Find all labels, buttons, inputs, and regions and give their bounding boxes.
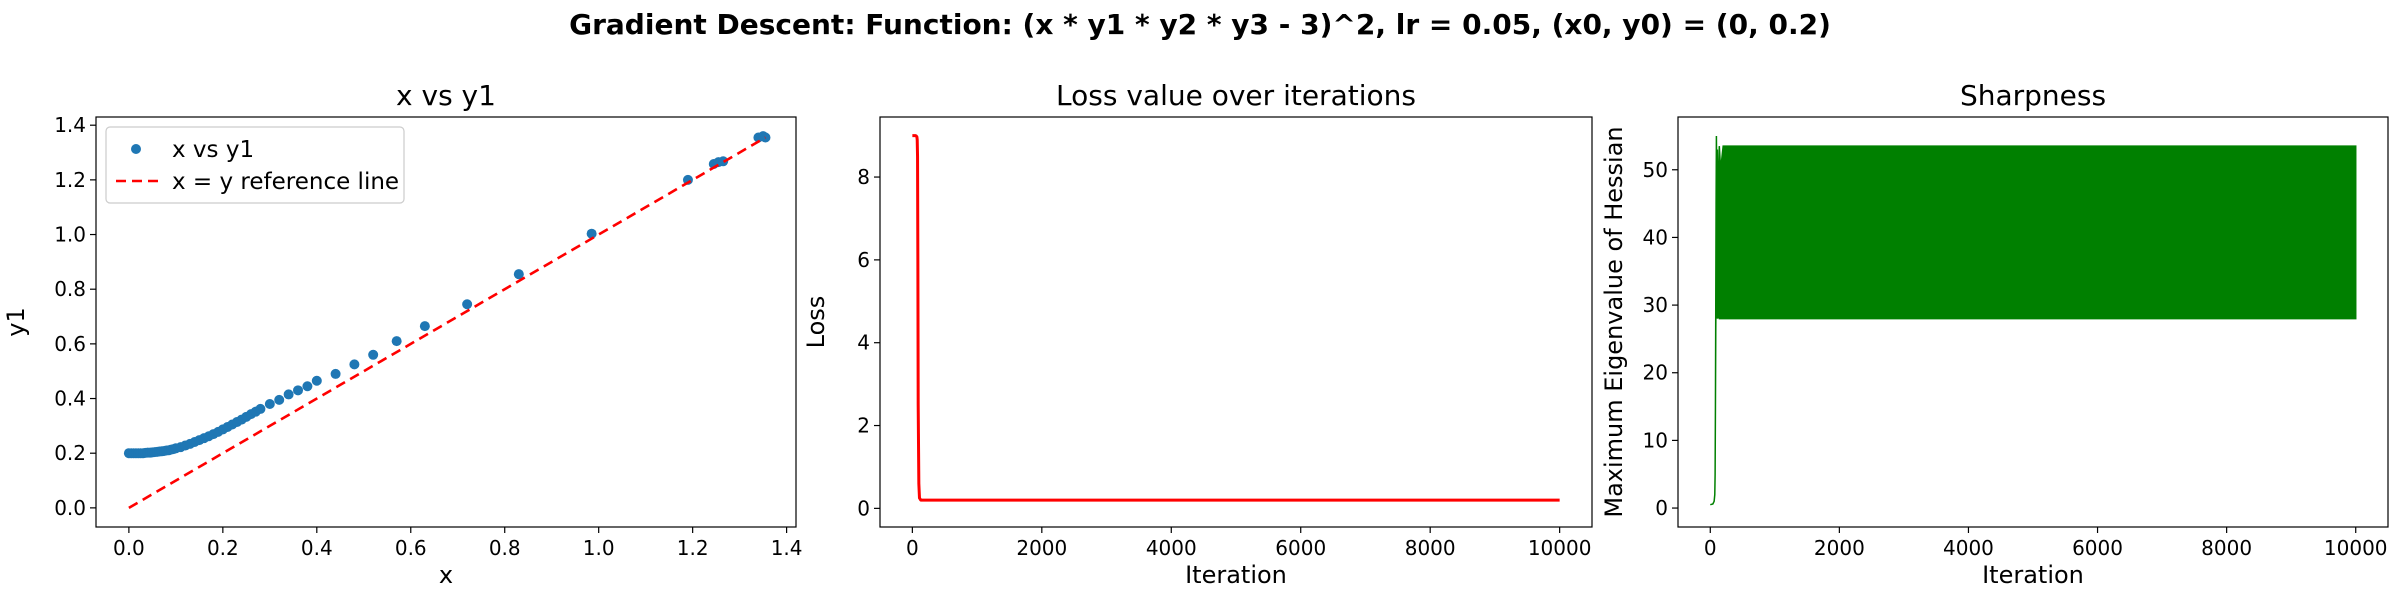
figure-suptitle: Gradient Descent: Function: (x * y1 * y2… xyxy=(569,8,1831,41)
scatter-point xyxy=(330,368,341,379)
x-tick-label: 0.8 xyxy=(489,536,521,560)
subplot-title: Loss value over iterations xyxy=(1056,79,1416,112)
y-tick-label: 0.4 xyxy=(54,387,86,411)
x-tick-label: 1.2 xyxy=(677,536,709,560)
series-group xyxy=(1710,135,2357,506)
scatter-point xyxy=(368,349,379,360)
scatter-point xyxy=(283,389,294,400)
scatter-point xyxy=(462,299,473,310)
subplot-3: Sharpness 0 2000 4000 6000 8000 10000 0 10 20 30 40… xyxy=(1600,79,2389,589)
y-tick-label: 10 xyxy=(1643,428,1668,452)
x-tick-label: 10000 xyxy=(2324,536,2388,560)
scatter-point xyxy=(391,336,402,347)
y-tick-label: 30 xyxy=(1643,293,1668,317)
x-tick-label: 10000 xyxy=(1528,536,1592,560)
y-tick-label: 1.0 xyxy=(54,223,86,247)
subplot-2: Loss value over iterations 0 2000 4000 6000 8… xyxy=(802,79,1593,589)
y-tick-label: 20 xyxy=(1643,361,1668,385)
scatter-point xyxy=(513,269,524,280)
y-tick-label: 8 xyxy=(857,165,870,189)
axes-frame xyxy=(95,116,797,528)
subplot-title: x vs y1 xyxy=(396,79,496,112)
scatter-point xyxy=(293,385,304,396)
y-tick-label: 0.2 xyxy=(54,441,86,465)
subplots: x vs y1 0.0 0.2 0.4 0.6 0.8 1.0 1.2 1.4 0.0 0.2 0.4… xyxy=(2,79,2389,589)
x-tick-label: 1.0 xyxy=(583,536,615,560)
x-tick-label: 1.4 xyxy=(771,536,803,560)
scatter-point xyxy=(718,156,729,167)
y-tick-label: 0.6 xyxy=(54,332,86,356)
x-axis-label: Iteration xyxy=(1185,561,1287,589)
y-tick-label: 50 xyxy=(1643,158,1668,182)
x-tick-label: 8000 xyxy=(1405,536,1456,560)
reference-line xyxy=(128,136,767,509)
subplot-title: Sharpness xyxy=(1960,79,2106,112)
x-tick-label: 6000 xyxy=(1275,536,1326,560)
legend-marker-scatter xyxy=(131,144,141,154)
y-axis-label: y1 xyxy=(2,307,30,336)
series-group xyxy=(123,131,771,509)
axes-frame xyxy=(879,116,1593,528)
x-tick-label: 4000 xyxy=(1943,536,1994,560)
x-axis-label: Iteration xyxy=(1982,561,2084,589)
scatter-point xyxy=(302,381,313,392)
x-tick-label: 2000 xyxy=(1016,536,1067,560)
legend-label: x vs y1 xyxy=(172,137,254,163)
y-tick-label: 0.8 xyxy=(54,277,86,301)
x-axis-label: x xyxy=(439,561,453,589)
subplot-1: x vs y1 0.0 0.2 0.4 0.6 0.8 1.0 1.2 1.4 0.0 0.2 0.4… xyxy=(2,79,803,589)
series-group xyxy=(912,134,1560,502)
x-tick-label: 2000 xyxy=(1814,536,1865,560)
y-tick-label: 0.0 xyxy=(54,496,86,520)
scatter-point xyxy=(255,403,266,414)
scatter-point xyxy=(264,399,275,409)
x-tick-label: 0.2 xyxy=(207,536,239,560)
y-tick-label: 0 xyxy=(1655,496,1668,520)
x-tick-label: 0.4 xyxy=(301,536,333,560)
y-tick-label: 1.4 xyxy=(54,113,86,137)
x-tick-label: 4000 xyxy=(1146,536,1197,560)
axes-frame xyxy=(1677,116,2389,528)
y-axis-label: Maximum Eigenvalue of Hessian xyxy=(1600,126,1628,517)
scatter-point xyxy=(311,375,322,386)
y-axis-label: Loss xyxy=(802,296,830,349)
scatter-point xyxy=(274,394,285,405)
y-tick-label: 0 xyxy=(857,496,870,520)
y-tick-label: 1.2 xyxy=(54,168,86,192)
scatter-point xyxy=(760,132,771,143)
y-tick-label: 4 xyxy=(857,331,870,355)
x-tick-label: 0 xyxy=(1704,536,1717,560)
x-tick-label: 0.0 xyxy=(113,536,145,560)
x-tick-label: 6000 xyxy=(2072,536,2123,560)
legend-box xyxy=(105,126,405,204)
scatter-point xyxy=(349,359,360,370)
loss-line xyxy=(912,134,1560,502)
x-tick-label: 0 xyxy=(906,536,919,560)
scatter-point xyxy=(586,228,597,239)
y-tick-label: 2 xyxy=(857,414,870,438)
y-tick-label: 40 xyxy=(1643,225,1668,249)
sharpness-band xyxy=(1710,135,2357,506)
scatter-point xyxy=(419,321,430,332)
legend-label: x = y reference line xyxy=(172,169,399,195)
x-tick-label: 8000 xyxy=(2201,536,2252,560)
y-tick-label: 6 xyxy=(857,248,870,272)
legend: x vs y1 x = y reference line xyxy=(105,126,405,204)
x-tick-label: 0.6 xyxy=(395,536,427,560)
